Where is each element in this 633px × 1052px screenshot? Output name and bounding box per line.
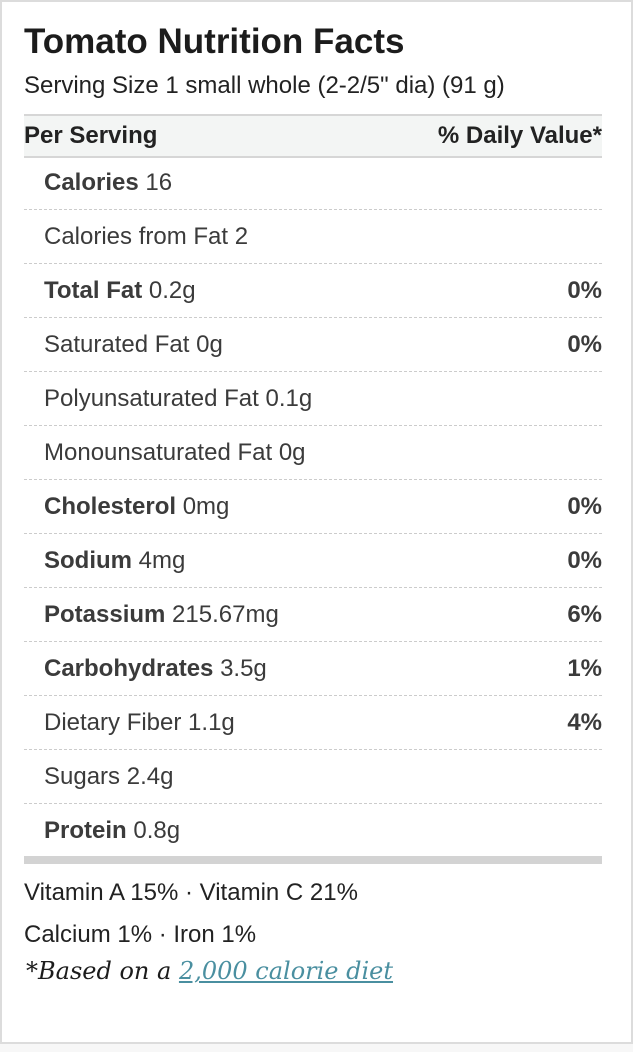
nutrient-row: Total Fat 0.2g 0% [24, 264, 602, 318]
nutrient-label: Calories 16 [24, 169, 172, 197]
nutrient-row: Polyunsaturated Fat 0.1g [24, 372, 602, 426]
daily-value-label: % Daily Value* [437, 122, 602, 149]
nutrient-row: Saturated Fat 0g 0% [24, 318, 602, 372]
nutrient-label: Potassium 215.67mg [24, 601, 279, 629]
nutrient-amount: 16 [145, 168, 173, 196]
nutrient-name: Polyunsaturated Fat [44, 384, 259, 412]
nutrient-row: Calories 16 [24, 156, 602, 210]
per-serving-label: Per Serving [24, 122, 158, 149]
nutrient-row: Protein 0.8g [24, 804, 602, 857]
nutrient-row: Calories from Fat 2 [24, 210, 602, 264]
nutrient-name: Dietary Fiber [44, 708, 182, 736]
nutrient-name: Monounsaturated Fat [44, 438, 273, 466]
nutrient-row: Cholesterol 0mg 0% [24, 480, 602, 534]
footnote-text: *Based on a [26, 957, 179, 985]
nutrient-label: Saturated Fat 0g [24, 331, 223, 359]
nutrient-name: Saturated Fat [44, 330, 190, 358]
footnote: *Based on a 2,000 calorie diet [26, 957, 393, 985]
nutrient-amount: 0g [196, 330, 223, 358]
nutrient-name: Carbohydrates [44, 654, 214, 682]
nutrient-name: Cholesterol [44, 492, 177, 520]
nutrient-name: Potassium [44, 600, 166, 628]
nutrient-amount: 2.4g [126, 762, 174, 790]
serving-size: Serving Size 1 small whole (2-2/5" dia) … [24, 72, 505, 99]
nutrient-name: Total Fat [44, 276, 143, 304]
daily-value: 0% [567, 330, 602, 358]
nutrient-amount: 215.67mg [172, 600, 279, 628]
vitamins-line-2: Calcium 1% · Iron 1% [24, 921, 257, 948]
nutrient-amount: 0.2g [148, 276, 196, 304]
daily-value: 4% [567, 708, 602, 736]
nutrient-amount: 0.1g [265, 384, 313, 412]
nutrient-label: Protein 0.8g [24, 817, 180, 845]
nutrient-name: Sugars [44, 762, 121, 790]
vitamins-line-1: Vitamin A 15% · Vitamin C 21% [24, 879, 358, 906]
nutrient-label: Total Fat 0.2g [24, 277, 196, 305]
nutrient-row: Dietary Fiber 1.1g 4% [24, 696, 602, 750]
nutrient-amount: 2 [234, 222, 249, 250]
nutrient-label: Calories from Fat 2 [24, 223, 248, 251]
nutrient-label: Sodium 4mg [24, 547, 185, 575]
divider-bar [24, 856, 602, 864]
calorie-diet-link[interactable]: 2,000 calorie diet [178, 957, 394, 985]
nutrient-row: Carbohydrates 3.5g 1% [24, 642, 602, 696]
nutrient-amount: 3.5g [220, 654, 267, 682]
nutrient-name: Calories from Fat [44, 222, 229, 250]
page-title: Tomato Nutrition Facts [24, 22, 405, 61]
nutrient-amount: 0.8g [133, 816, 181, 844]
nutrient-amount: 0mg [182, 492, 230, 520]
daily-value: 0% [567, 276, 602, 304]
nutrient-row: Potassium 215.67mg 6% [24, 588, 602, 642]
nutrient-label: Cholesterol 0mg [24, 493, 229, 521]
daily-value: 6% [567, 600, 602, 628]
nutrient-name: Sodium [44, 546, 132, 574]
nutrient-amount: 4mg [138, 546, 186, 574]
nutrient-list: Calories 16 Calories from Fat 2 Total Fat … [24, 156, 602, 857]
nutrient-amount: 1.1g [188, 708, 235, 736]
nutrient-amount: 0g [278, 438, 306, 466]
nutrient-name: Calories [44, 168, 139, 196]
nutrient-label: Dietary Fiber 1.1g [24, 709, 235, 737]
daily-value: 0% [567, 546, 602, 574]
nutrient-label: Sugars 2.4g [24, 763, 173, 791]
nutrient-name: Protein [44, 816, 127, 844]
daily-value: 0% [567, 492, 602, 520]
nutrient-label: Monounsaturated Fat 0g [24, 439, 306, 467]
nutrient-row: Sodium 4mg 0% [24, 534, 602, 588]
nutrient-label: Polyunsaturated Fat 0.1g [24, 385, 312, 413]
nutrient-row: Monounsaturated Fat 0g [24, 426, 602, 480]
daily-value: 1% [567, 654, 602, 682]
nutrient-label: Carbohydrates 3.5g [24, 655, 267, 683]
table-header: Per Serving % Daily Value* [24, 114, 602, 158]
nutrient-row: Sugars 2.4g [24, 750, 602, 804]
